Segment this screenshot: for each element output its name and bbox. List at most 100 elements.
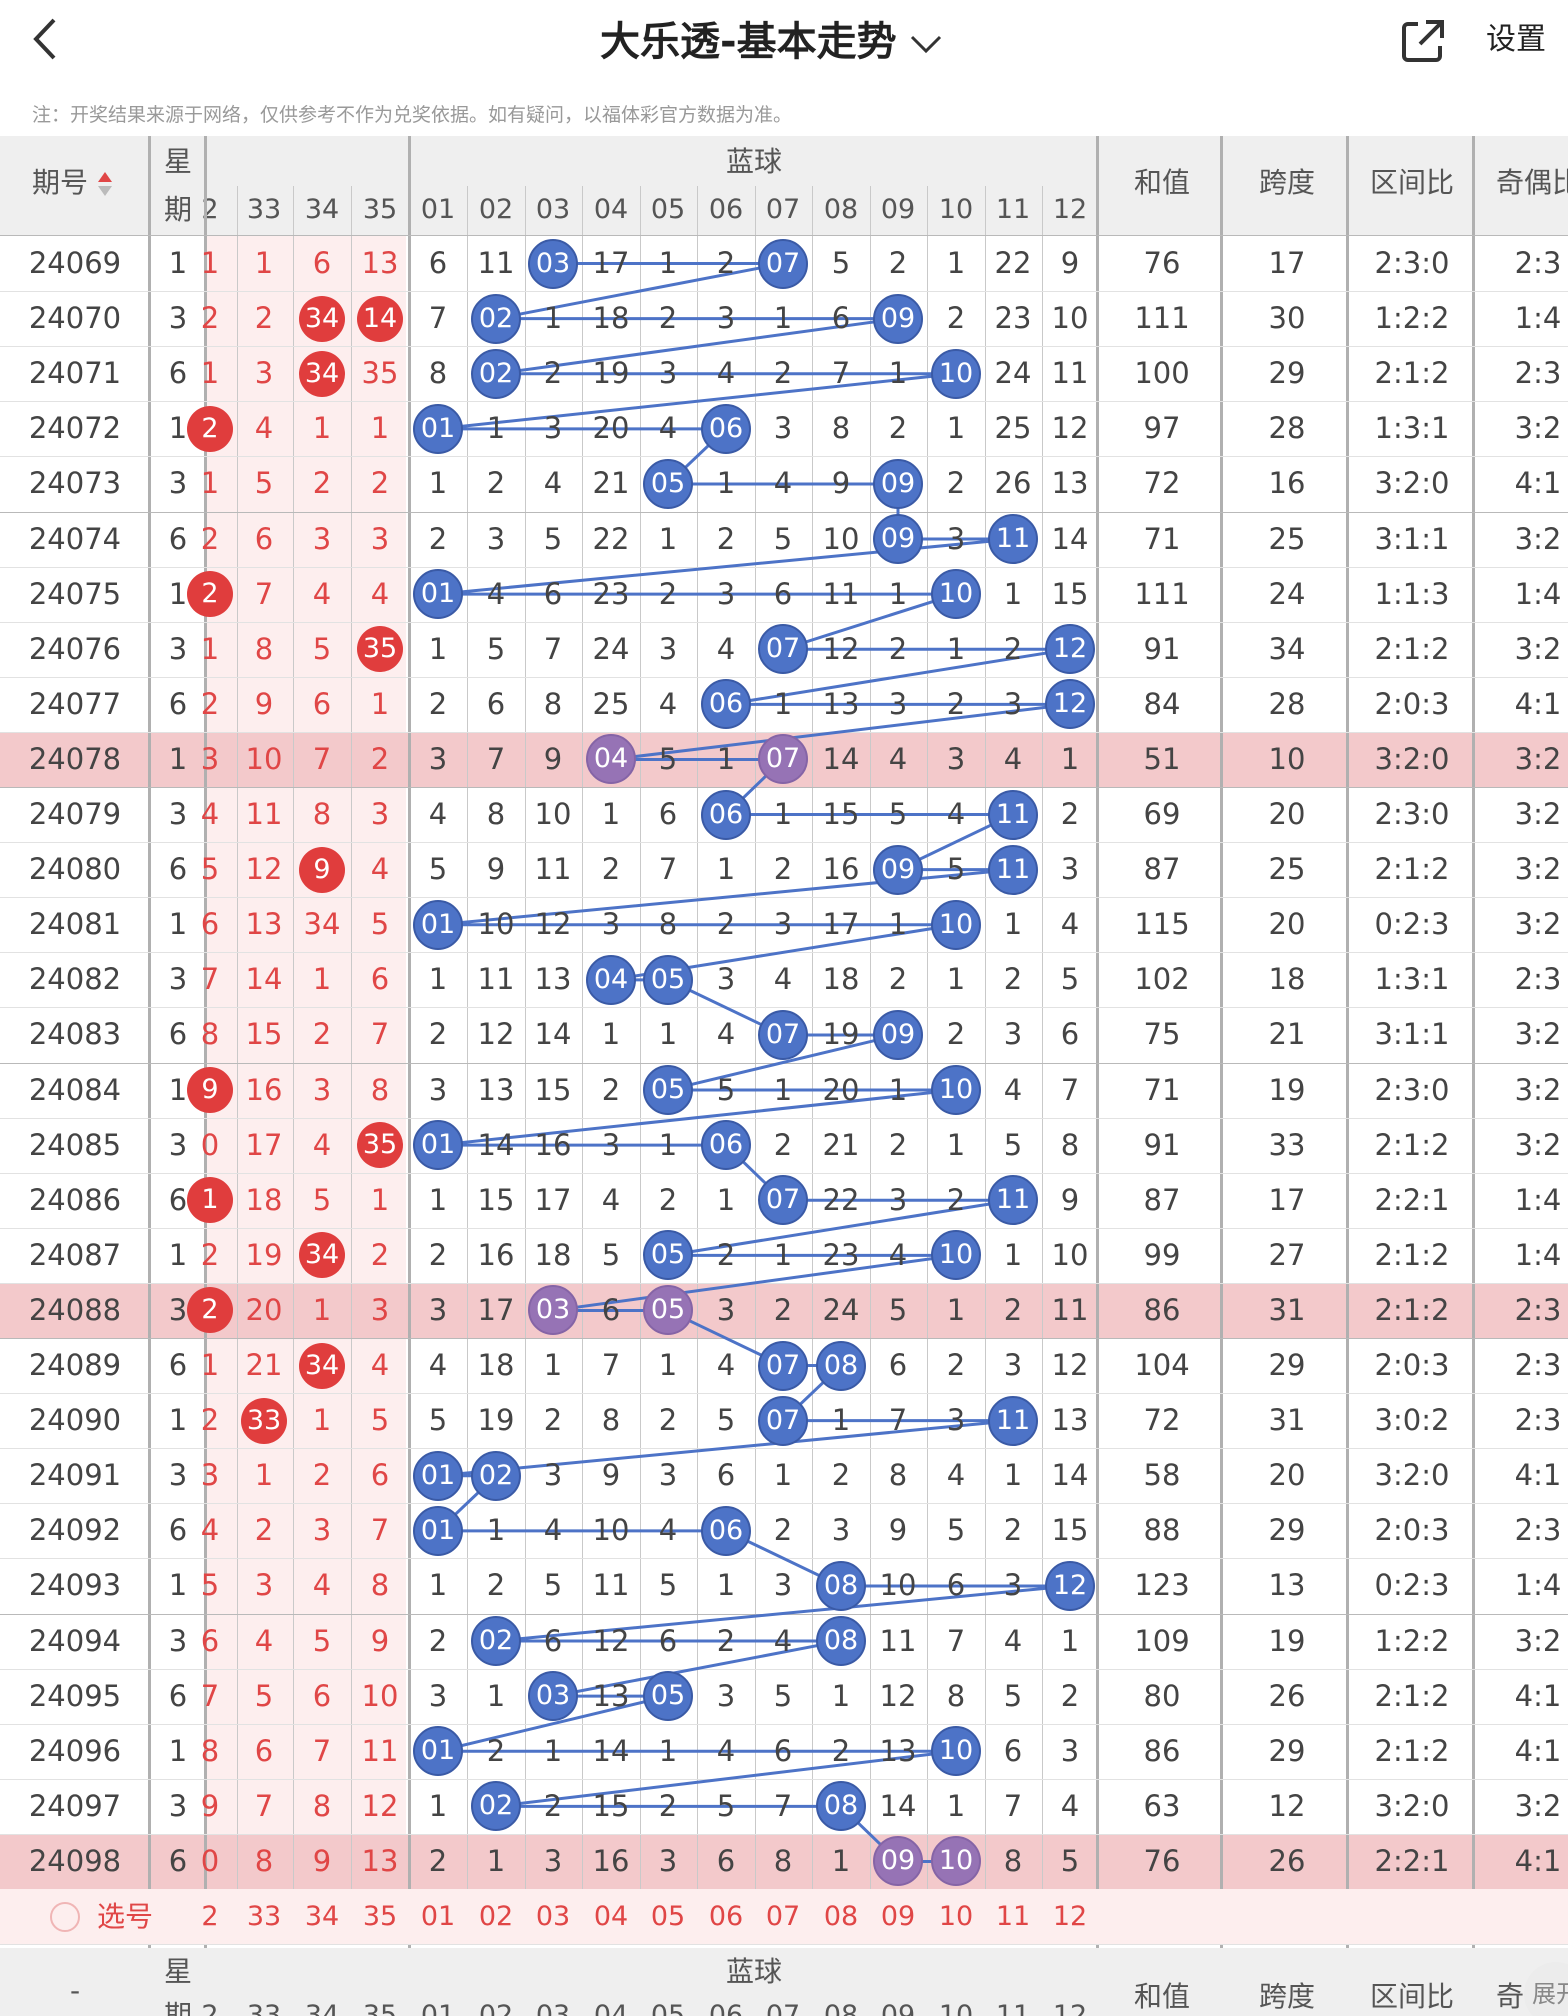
footer-blue-col: 09 [880, 2000, 916, 2016]
blue-miss-value: 24 [994, 356, 1032, 391]
sum-value: 99 [1143, 1237, 1181, 1272]
odd-even-value: 1:4 [1514, 1237, 1562, 1272]
blue-miss-value: 1 [1003, 576, 1023, 611]
blue-miss-value: 4 [601, 1182, 621, 1217]
blue-miss-value: 2 [543, 1403, 563, 1438]
back-button[interactable] [30, 14, 70, 70]
blue-miss-value: 7 [1060, 1072, 1080, 1107]
blue-miss-value: 8 [831, 411, 851, 446]
blue-miss-value: 9 [1060, 1182, 1080, 1217]
blue-miss-value: 12 [534, 907, 572, 942]
blue-miss-value: 8 [888, 1458, 908, 1493]
sum-value: 115 [1134, 907, 1190, 942]
span-value: 19 [1268, 1623, 1306, 1658]
red-ball: 2 [187, 1287, 233, 1334]
blue-miss-value: 3 [946, 1403, 966, 1438]
span-value: 24 [1268, 576, 1306, 611]
blue-group-header: 蓝球 [725, 145, 782, 178]
select-red-number: 33 [246, 1901, 282, 1932]
red-miss-value: 8 [370, 1568, 390, 1603]
blue-miss-value: 13 [477, 1072, 515, 1107]
blue-miss-value: 15 [1051, 1513, 1089, 1548]
weekday: 1 [168, 907, 188, 942]
weekday: 3 [168, 797, 188, 831]
blue-ball: 08 [816, 1616, 866, 1667]
blue-miss-value: 24 [592, 631, 630, 666]
cell-divider [755, 186, 756, 1945]
blue-miss-value: 5 [428, 852, 448, 887]
page-title[interactable]: 大乐透-基本走势 [600, 12, 943, 72]
row-divider [0, 1117, 1568, 1119]
weekday: 6 [168, 521, 188, 556]
trend-table: 期号星期蓝球 2 33 34 35 01 02 03 04 05 06 07 08 09 10 11 12 和值跨… [0, 136, 1568, 2016]
red-miss-value: 7 [200, 1678, 220, 1713]
red-miss-value: 3 [200, 741, 220, 776]
red-miss-value: 2 [370, 466, 390, 501]
issue-number: 24092 [28, 1513, 122, 1548]
zone-ratio-value: 3:1:1 [1374, 1017, 1450, 1052]
footer-red-col: 35 [362, 2000, 398, 2016]
span-value: 34 [1268, 631, 1306, 666]
zone-ratio-value: 3:2:0 [1374, 1458, 1450, 1493]
blue-miss-value: 8 [543, 686, 563, 721]
blue-col-header: 03 [535, 194, 571, 225]
odd-even-value: 3:2 [1514, 631, 1562, 666]
settings-button[interactable]: 设置 [1486, 22, 1546, 57]
span-value: 29 [1268, 356, 1306, 391]
weekday: 3 [168, 1127, 188, 1162]
blue-col-header: 10 [938, 194, 974, 225]
blue-ball: 07 [758, 624, 808, 675]
issue-number: 24088 [28, 1292, 122, 1327]
blue-miss-value: 18 [534, 1237, 572, 1272]
red-miss-value: 6 [370, 1458, 390, 1493]
zone-ratio-value: 1:2:2 [1374, 301, 1450, 336]
row-divider [0, 1668, 1568, 1670]
share-icon [1402, 20, 1444, 62]
red-miss-value: 7 [312, 741, 332, 776]
red-miss-value: 9 [254, 686, 274, 721]
sort-arrow-icon[interactable] [95, 170, 115, 200]
red-miss-value: 1 [200, 1348, 220, 1382]
red-miss-value: 17 [245, 1127, 283, 1162]
blue-miss-value: 4 [428, 1348, 448, 1382]
blue-miss-value: 2 [658, 576, 678, 611]
red-miss-value: 12 [245, 852, 283, 887]
weekday: 1 [168, 1403, 188, 1438]
share-button[interactable] [1398, 16, 1448, 66]
blue-miss-value: 1 [486, 1513, 506, 1548]
blue-miss-value: 17 [534, 1182, 572, 1217]
blue-miss-value: 1 [716, 466, 736, 501]
issue-number: 24093 [28, 1568, 122, 1603]
blue-miss-value: 3 [1003, 1568, 1023, 1603]
row-divider [0, 1393, 1568, 1395]
blue-miss-value: 1 [486, 1678, 506, 1713]
blue-miss-value: 4 [658, 686, 678, 721]
red-miss-value: 18 [245, 1182, 283, 1217]
red-ball: 2 [187, 571, 233, 618]
blue-miss-value: 4 [773, 1623, 793, 1658]
span-value: 33 [1268, 1127, 1306, 1162]
column-divider [1346, 136, 1349, 2016]
blue-ball: 06 [701, 1505, 751, 1556]
blue-miss-value: 2 [946, 1348, 966, 1382]
red-miss-value: 2 [370, 741, 390, 776]
span-value: 29 [1268, 1348, 1306, 1382]
blue-ball: 10 [931, 1065, 981, 1116]
blue-miss-value: 2 [831, 1733, 851, 1768]
blue-ball: 10 [931, 899, 981, 950]
red-miss-value: 8 [312, 1788, 332, 1823]
zone-ratio-value: 1:3:1 [1374, 411, 1450, 446]
select-radio[interactable] [50, 1902, 80, 1932]
red-miss-value: 6 [254, 521, 274, 556]
zone-ratio-value: 1:1:3 [1374, 576, 1450, 611]
blue-miss-value: 4 [773, 466, 793, 501]
row-divider [0, 842, 1568, 844]
footer-oe-header: 奇 [1495, 1980, 1524, 2014]
blue-miss-value: 16 [592, 1843, 630, 1878]
blue-miss-value: 8 [428, 356, 448, 391]
red-miss-value: 3 [370, 797, 390, 831]
zone-ratio-value: 3:0:2 [1374, 1403, 1450, 1438]
odd-even-value: 2:3 [1514, 1348, 1562, 1382]
blue-miss-value: 1 [946, 1127, 966, 1162]
zone-ratio-value: 2:1:2 [1374, 852, 1450, 887]
